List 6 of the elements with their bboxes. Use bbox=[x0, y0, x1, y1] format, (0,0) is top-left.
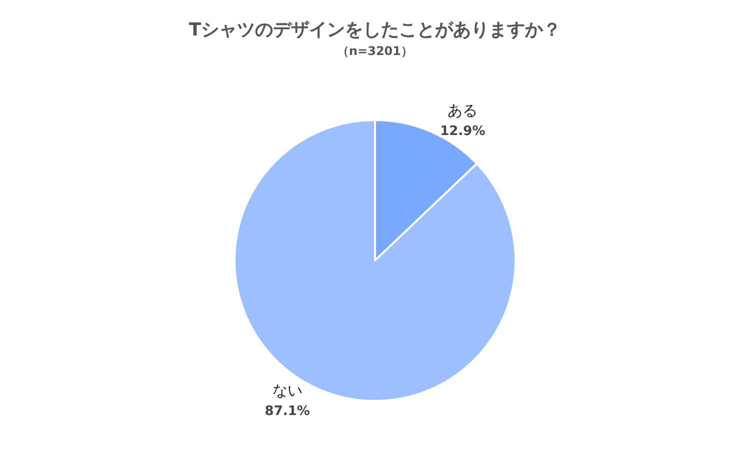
data-label: 87.1% bbox=[264, 404, 310, 420]
data-label: 12.9% bbox=[440, 124, 486, 139]
slice-label: ない bbox=[272, 382, 302, 400]
chart-subtitle: （n=3201） bbox=[337, 44, 413, 58]
chart-title: Tシャツのデザインをしたことがありますか？ bbox=[188, 20, 562, 40]
slice-label: ある bbox=[448, 101, 478, 120]
